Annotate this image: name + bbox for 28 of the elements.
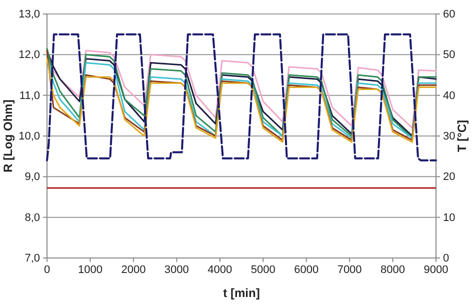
x-tick-label: 8000 <box>380 264 406 276</box>
x-tick-label: 9000 <box>424 264 448 276</box>
x-axis-title: t [min] <box>223 286 260 300</box>
y-tick-label: 9,0 <box>24 171 40 184</box>
y-tick-label: 8,0 <box>24 212 40 224</box>
y2-tick-label: 40 <box>443 90 456 102</box>
y-axis-title: R [Log Ohm] <box>1 100 15 172</box>
y-tick-label: 7,0 <box>24 252 40 265</box>
y2-tick-label: 30 <box>443 130 456 143</box>
x-tick-label: 2000 <box>121 264 146 276</box>
y-tick-label: 13,0 <box>18 8 40 21</box>
y-tick-label: 11,0 <box>19 90 40 102</box>
y2-tick-label: 50 <box>443 49 456 62</box>
y2-tick-label: 0 <box>443 252 450 265</box>
y-tick-label: 10,0 <box>18 130 40 143</box>
x-tick-label: 0 <box>44 264 50 276</box>
y2-tick-label: 60 <box>443 8 456 21</box>
line-series <box>46 33 437 162</box>
y2-axis-title: T [°C] <box>455 120 469 152</box>
y2-tick-label: 20 <box>443 171 456 184</box>
x-tick-label: 7000 <box>337 264 362 276</box>
y2-tick-label: 10 <box>443 212 456 224</box>
x-tick-label: 3000 <box>164 264 189 276</box>
x-tick-label: 1000 <box>78 264 102 276</box>
x-tick-label: 6000 <box>294 264 319 276</box>
x-tick-label: 5000 <box>250 264 276 276</box>
x-tick-label: 4000 <box>208 264 232 276</box>
y-tick-label: 12,0 <box>18 49 40 62</box>
